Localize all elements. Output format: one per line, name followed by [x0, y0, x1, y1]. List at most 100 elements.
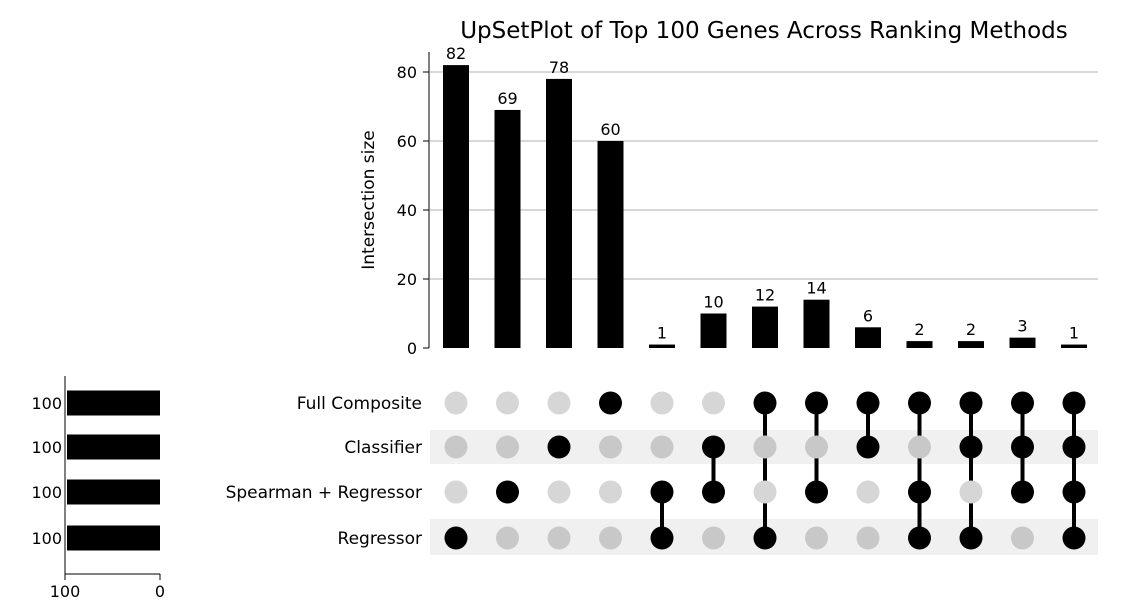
matrix-dot-active [959, 526, 983, 550]
set-size-bar [67, 390, 160, 416]
intersection-bar-label: 6 [863, 306, 873, 325]
intersection-bar [649, 344, 675, 348]
intersection-matrix [444, 391, 1086, 550]
intersection-bars [443, 65, 1087, 349]
matrix-dot-inactive [496, 526, 519, 550]
matrix-dot-active [908, 480, 931, 504]
gridlines [430, 71, 1098, 280]
intersection-bar-label: 69 [497, 89, 517, 108]
matrix-dot-inactive [753, 435, 777, 459]
y-tick-label: 40 [397, 201, 417, 220]
matrix-dot-active [650, 526, 674, 550]
intersection-bar [546, 78, 572, 349]
y-axis-ticks: 0 20 40 60 80 [397, 63, 429, 358]
matrix-dot-active [1062, 480, 1086, 504]
matrix-dot-active [805, 480, 828, 504]
matrix-dot-active [547, 435, 571, 459]
set-labels: Full Composite Classifier Spearman + Regre… [226, 394, 422, 549]
matrix-dot-inactive [753, 480, 777, 504]
matrix-dot-active [650, 480, 674, 504]
chart-title: UpSetPlot of Top 100 Genes Across Rankin… [460, 18, 1068, 44]
matrix-dot-active [1062, 391, 1086, 415]
matrix-dot-inactive [444, 435, 468, 459]
matrix-dot-active [1011, 391, 1034, 415]
set-label: Regressor [338, 529, 422, 549]
matrix-dot-inactive [650, 391, 674, 415]
set-size-bar [67, 479, 160, 505]
intersection-bar [443, 65, 469, 348]
intersection-bar-label: 14 [806, 279, 826, 298]
matrix-dot-inactive [959, 480, 983, 504]
y-tick-label: 0 [407, 339, 417, 358]
matrix-dot-active [702, 480, 725, 504]
intersection-bar-label: 78 [549, 58, 569, 77]
matrix-dot-active [856, 435, 880, 459]
intersection-bar [803, 299, 830, 348]
matrix-dot-active [959, 391, 983, 415]
matrix-dot-inactive [496, 435, 519, 459]
set-label: Classifier [344, 438, 422, 458]
intersection-bar [700, 313, 727, 348]
matrix-dot-inactive [702, 526, 725, 550]
matrix-dot-active [856, 391, 880, 415]
matrix-dot-inactive [547, 480, 571, 504]
set-size-bar [67, 434, 160, 460]
set-size-label: 100 [31, 394, 62, 413]
matrix-dot-active [753, 391, 777, 415]
intersection-bar-label: 1 [657, 324, 667, 343]
intersection-bar-label: 60 [600, 120, 620, 139]
matrix-dot-inactive [444, 480, 468, 504]
intersection-bar-label: 1 [1069, 324, 1079, 343]
y-tick-label: 60 [397, 132, 417, 151]
intersection-bar [752, 306, 778, 348]
intersection-bar [958, 341, 984, 348]
intersection-bar [906, 341, 933, 348]
matrix-dot-inactive [805, 435, 828, 459]
matrix-dot-active [1062, 526, 1086, 550]
intersection-bar-label: 3 [1017, 317, 1027, 336]
matrix-dot-inactive [599, 435, 622, 459]
matrix-dot-active [753, 526, 777, 550]
intersection-bar-label: 12 [755, 286, 775, 305]
intersection-bar-label: 10 [703, 293, 723, 312]
intersection-bar [1061, 344, 1087, 348]
intersection-bar-label: 2 [966, 320, 976, 339]
matrix-dot-inactive [856, 526, 880, 550]
matrix-dot-inactive [805, 526, 828, 550]
set-size-bars: 100 100 100 100 [31, 390, 160, 551]
intersection-bar-label: 82 [446, 44, 466, 63]
y-tick-label: 20 [397, 270, 417, 289]
y-tick-label: 80 [397, 63, 417, 82]
matrix-dot-inactive [908, 435, 931, 459]
matrix-dot-active [908, 391, 931, 415]
set-size-label: 100 [31, 438, 62, 457]
matrix-dot-active [599, 391, 622, 415]
set-label: Spearman + Regressor [226, 483, 422, 503]
intersection-bar [494, 109, 521, 348]
matrix-dot-inactive [1011, 526, 1034, 550]
matrix-dot-active [1062, 435, 1086, 459]
matrix-dot-active [444, 526, 468, 550]
set-size-label: 100 [31, 529, 62, 548]
matrix-dot-inactive [702, 391, 725, 415]
matrix-dot-active [1011, 480, 1034, 504]
matrix-dot-active [959, 435, 983, 459]
matrix-dot-active [496, 480, 519, 504]
set-size-tick-label-100: 100 [50, 582, 81, 601]
set-label: Full Composite [297, 394, 422, 414]
intersection-bar [855, 327, 881, 348]
set-size-bar [67, 525, 160, 551]
matrix-dot-active [908, 526, 931, 550]
matrix-dot-active [702, 435, 725, 459]
intersection-bar [597, 141, 624, 348]
matrix-dot-active [805, 391, 828, 415]
matrix-dot-inactive [547, 391, 571, 415]
matrix-dot-inactive [599, 480, 622, 504]
matrix-dot-inactive [547, 526, 571, 550]
matrix-dot-inactive [496, 391, 519, 415]
matrix-dot-inactive [650, 435, 674, 459]
matrix-dot-inactive [444, 391, 468, 415]
set-size-tick-label-0: 0 [155, 582, 165, 601]
matrix-dot-inactive [599, 526, 622, 550]
